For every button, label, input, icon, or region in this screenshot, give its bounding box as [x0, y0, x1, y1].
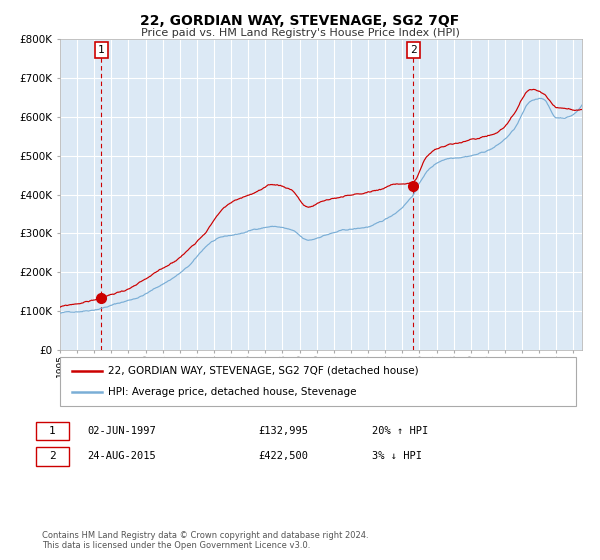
Text: 24-AUG-2015: 24-AUG-2015: [87, 451, 156, 461]
Text: 02-JUN-1997: 02-JUN-1997: [87, 426, 156, 436]
Text: 20% ↑ HPI: 20% ↑ HPI: [372, 426, 428, 436]
Text: 22, GORDIAN WAY, STEVENAGE, SG2 7QF (detached house): 22, GORDIAN WAY, STEVENAGE, SG2 7QF (det…: [108, 366, 419, 376]
Text: £422,500: £422,500: [258, 451, 308, 461]
Text: 1: 1: [98, 45, 105, 55]
Text: 1: 1: [49, 426, 56, 436]
Text: 2: 2: [49, 451, 56, 461]
Text: £132,995: £132,995: [258, 426, 308, 436]
Text: 3% ↓ HPI: 3% ↓ HPI: [372, 451, 422, 461]
Text: Contains HM Land Registry data © Crown copyright and database right 2024.
This d: Contains HM Land Registry data © Crown c…: [42, 530, 368, 550]
Text: HPI: Average price, detached house, Stevenage: HPI: Average price, detached house, Stev…: [108, 387, 356, 397]
Text: Price paid vs. HM Land Registry's House Price Index (HPI): Price paid vs. HM Land Registry's House …: [140, 28, 460, 38]
Text: 2: 2: [410, 45, 417, 55]
Text: 22, GORDIAN WAY, STEVENAGE, SG2 7QF: 22, GORDIAN WAY, STEVENAGE, SG2 7QF: [140, 14, 460, 28]
